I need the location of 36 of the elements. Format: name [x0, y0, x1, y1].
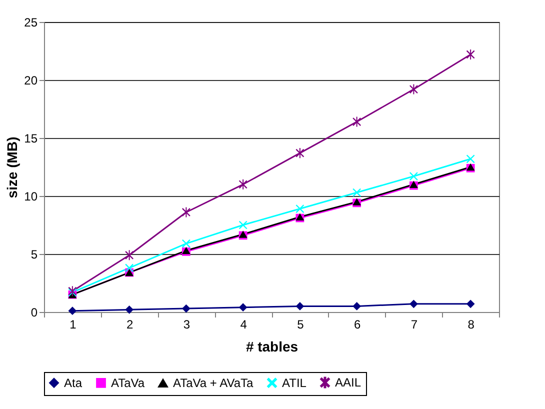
x-tick-label: 2: [126, 318, 134, 332]
point: [182, 239, 190, 248]
point: [182, 304, 190, 313]
x-tick-label: 5: [297, 318, 304, 332]
x-tick-label: 6: [354, 318, 361, 332]
y-axis-title: size (MB): [4, 136, 20, 198]
point: [238, 179, 248, 190]
legend-label: Ata: [64, 376, 82, 390]
point: [466, 154, 475, 164]
point: [296, 302, 304, 310]
y-tick-label: 5: [30, 248, 38, 262]
point: [352, 188, 361, 197]
legend-label: AAIL: [335, 375, 362, 390]
x-tick-label: 7: [410, 318, 418, 332]
legend-label: ATaVa: [111, 376, 145, 390]
point: [68, 306, 77, 316]
x-tick-label: 3: [183, 318, 190, 332]
point: [466, 300, 475, 308]
point: [410, 300, 418, 308]
x-axis-title: # tables: [246, 338, 298, 354]
x-tick-label: 4: [240, 318, 248, 332]
point: [238, 303, 248, 312]
point: [296, 204, 304, 213]
x-tick-label: 1: [70, 318, 77, 332]
y-tick-label: 20: [24, 74, 38, 88]
x-tick-label: 8: [468, 318, 475, 332]
y-tick-label: 15: [24, 132, 38, 146]
point: [352, 302, 361, 310]
point: [125, 264, 134, 272]
y-tick-label: 0: [30, 306, 38, 320]
y-tick-label: 10: [24, 190, 38, 204]
y-tick-label: 25: [24, 16, 38, 30]
legend-label: ATIL: [282, 376, 307, 390]
point: [125, 305, 134, 314]
point: [238, 220, 248, 230]
legend-label: ATaVa + AVaTa: [173, 376, 254, 390]
